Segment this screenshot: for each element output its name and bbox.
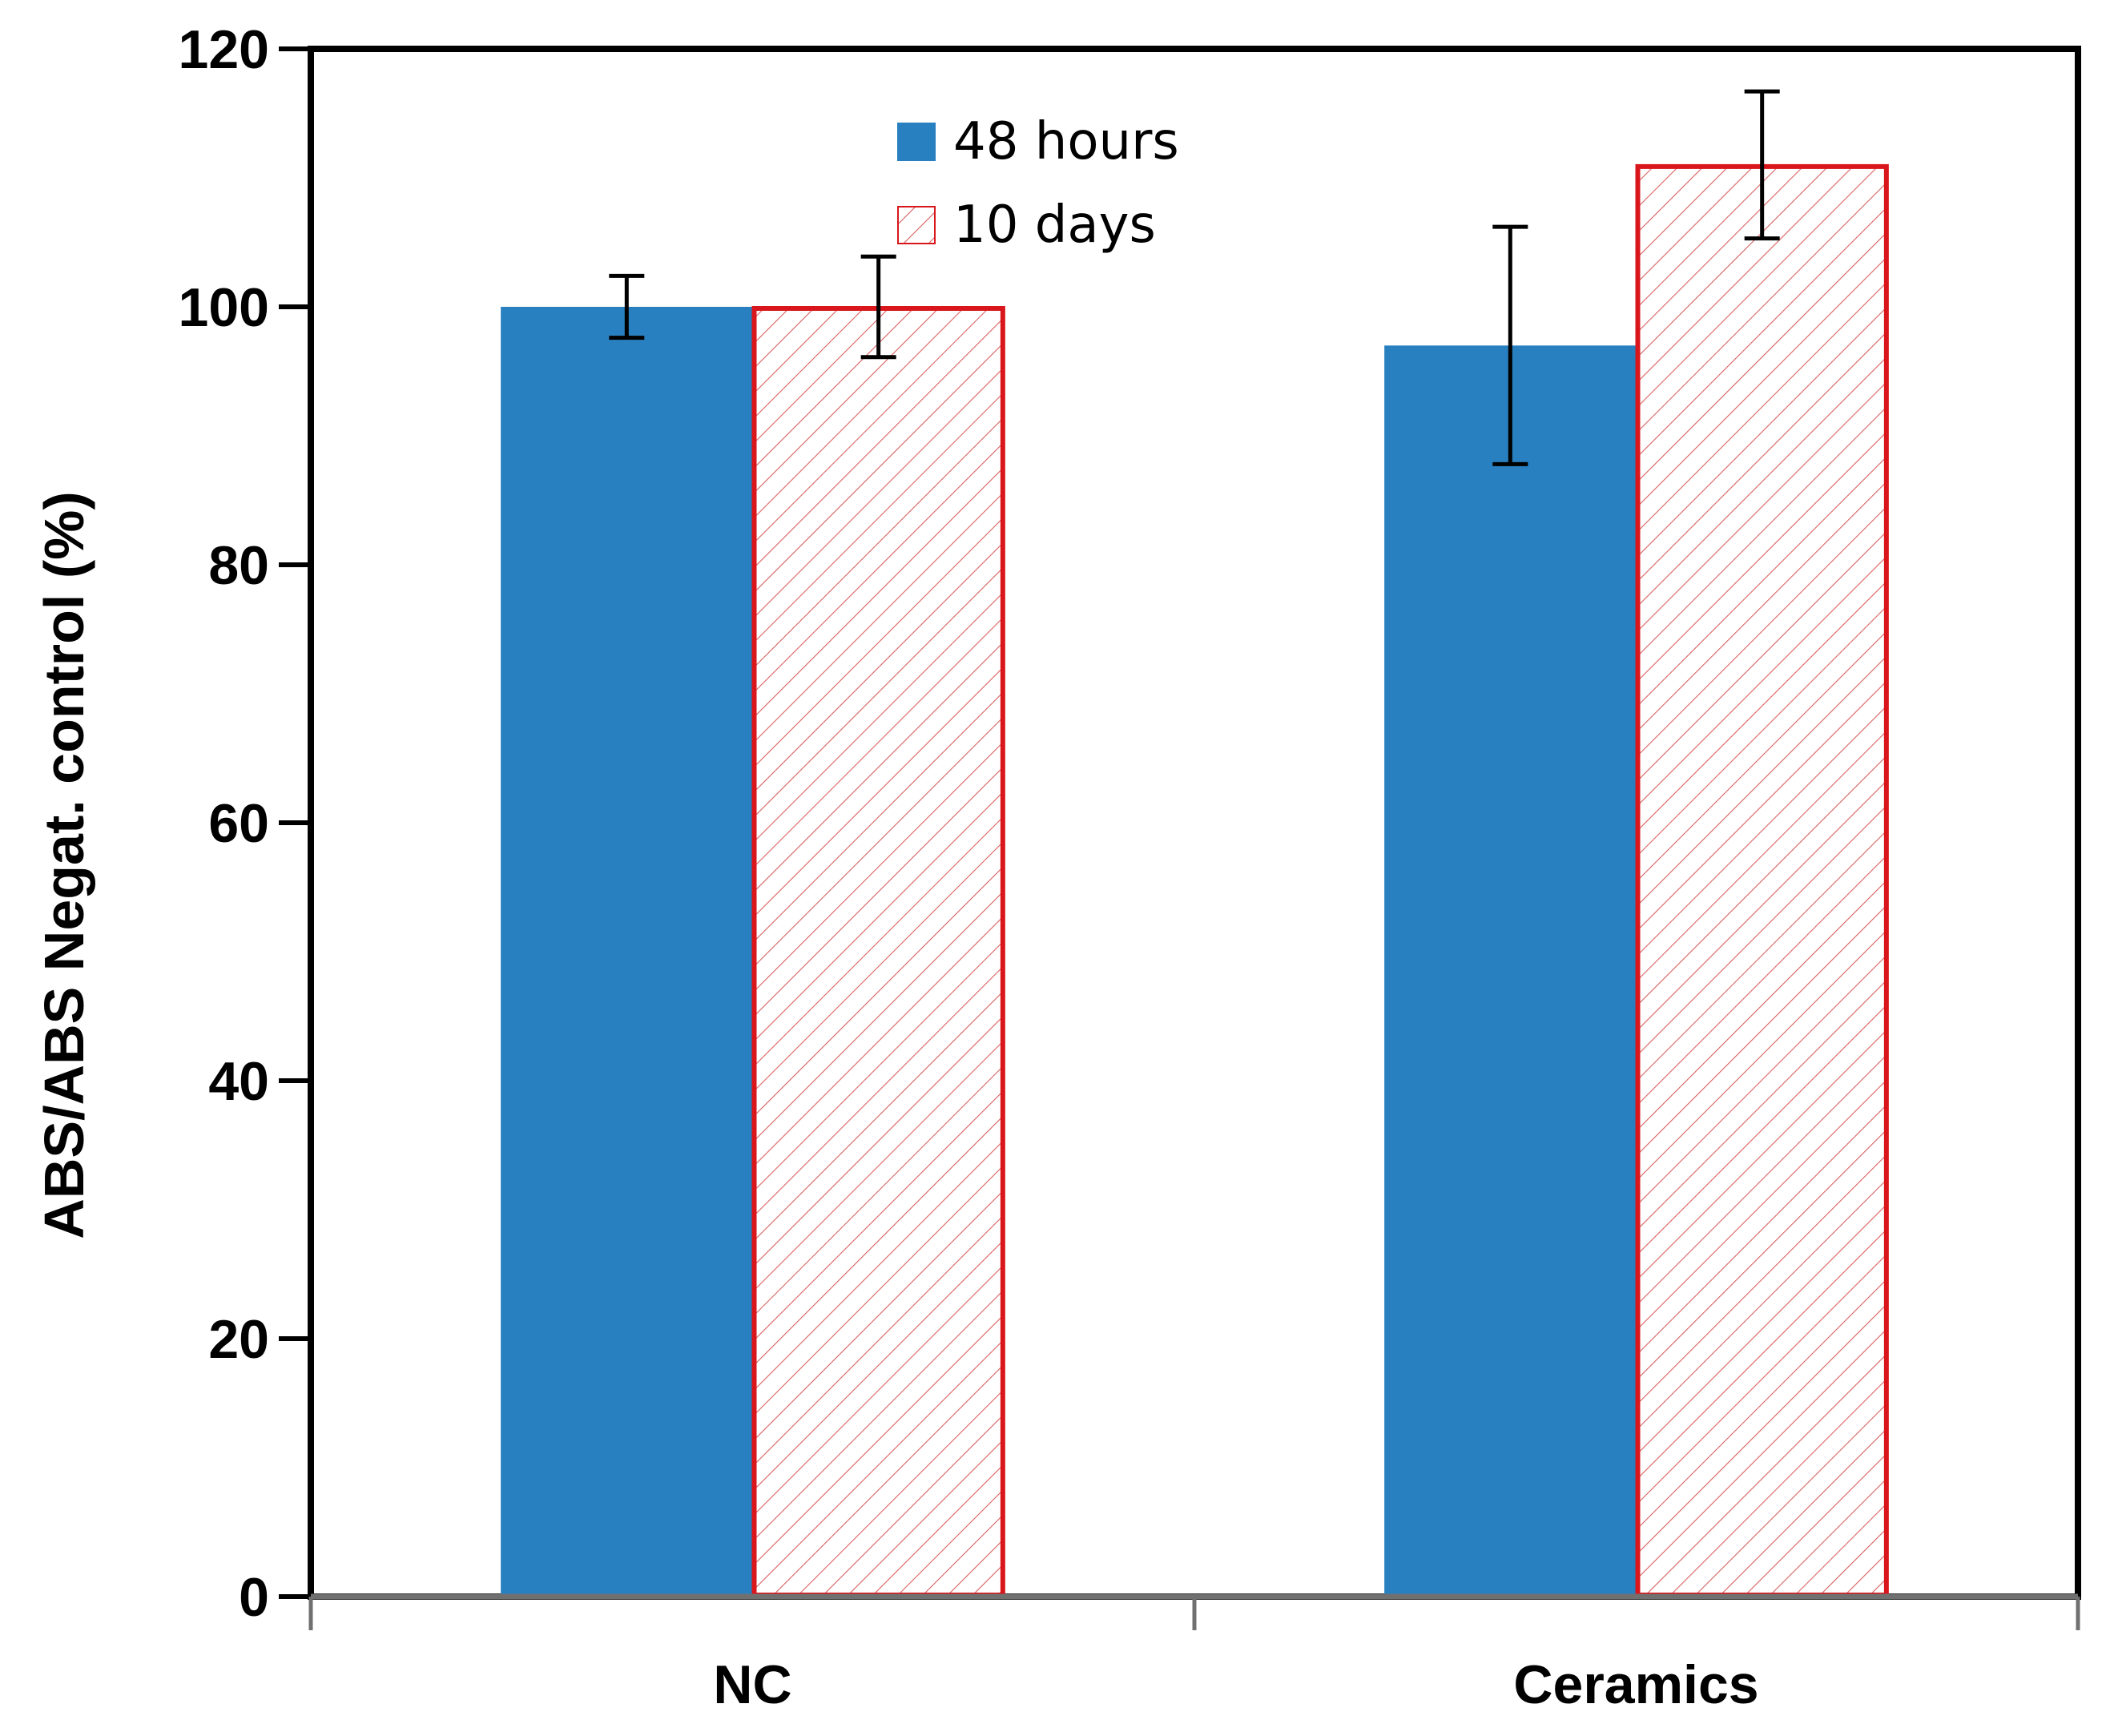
y-tick-label-40: 40 bbox=[208, 1051, 269, 1112]
error-bar-ceramics-48-hours bbox=[1492, 224, 1528, 466]
bar-ceramics-48-hours bbox=[1384, 345, 1637, 1597]
x-axis-tick-labels: NC Ceramics bbox=[713, 1654, 1758, 1715]
y-axis-tick-labels: 0 20 40 60 80 100 120 bbox=[179, 19, 269, 1628]
legend-swatch-10-days bbox=[897, 206, 936, 244]
error-bars bbox=[609, 89, 1780, 466]
legend-label-48-hours: 48 hours bbox=[953, 112, 1179, 171]
y-tick-label-80: 80 bbox=[208, 535, 269, 596]
y-tick-label-0: 0 bbox=[239, 1567, 269, 1628]
bar-nc-10-days bbox=[751, 306, 1005, 1597]
y-tick-label-60: 60 bbox=[208, 793, 269, 854]
y-tick-label-100: 100 bbox=[179, 277, 269, 338]
y-axis-ticks bbox=[279, 46, 311, 1599]
y-axis-title: ABS/ABS Negat. control (%) bbox=[33, 491, 95, 1239]
bar-ceramics-10-days bbox=[1635, 163, 1889, 1597]
bar-nc-48-hours bbox=[501, 307, 753, 1597]
x-axis-ticks bbox=[308, 1597, 2080, 1630]
legend-label-10-days: 10 days bbox=[953, 195, 1156, 255]
x-tick-label-nc: NC bbox=[713, 1654, 791, 1715]
error-bar-nc-10-days bbox=[860, 254, 896, 360]
legend: 48 hours 10 days bbox=[897, 112, 1179, 255]
bars bbox=[501, 163, 1889, 1597]
error-bar-nc-48-hours bbox=[609, 273, 645, 340]
legend-swatch-48-hours bbox=[897, 123, 936, 161]
x-tick-label-ceramics: Ceramics bbox=[1513, 1654, 1758, 1715]
error-bar-ceramics-10-days bbox=[1744, 89, 1780, 241]
y-tick-label-120: 120 bbox=[179, 19, 269, 80]
y-tick-label-20: 20 bbox=[208, 1309, 269, 1370]
